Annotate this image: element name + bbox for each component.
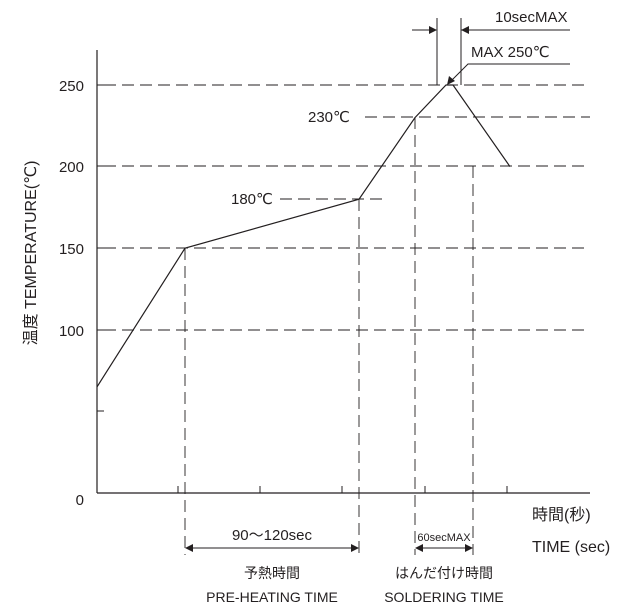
peak-temp-leader xyxy=(448,63,570,84)
solder-label-en: SOLDERING TIME xyxy=(384,589,504,605)
y-axis-title: 温度 TEMPERATURE(℃) xyxy=(22,161,40,346)
y-tick-label: 0 xyxy=(76,492,84,509)
solder-duration-label: 60secMAX xyxy=(417,532,471,544)
x-axis-title-ja: 時間(秒) xyxy=(532,506,591,524)
series-line xyxy=(96,84,511,388)
preheat-label-en: PRE-HEATING TIME xyxy=(206,589,338,605)
temp-180-label: 180℃ xyxy=(231,191,273,208)
preheat-label-ja: 予熱時間 xyxy=(244,565,300,581)
peak-temp-label: MAX 250℃ xyxy=(471,44,550,61)
y-tick-label: 100 xyxy=(59,323,84,340)
y-tick-label: 250 xyxy=(59,78,84,95)
x-axis-title-en: TIME (sec) xyxy=(532,539,610,556)
temp-230-label: 230℃ xyxy=(308,109,350,126)
solder-label-ja: はんだ付け時間 xyxy=(395,565,493,581)
y-tick-label: 200 xyxy=(59,159,84,176)
peak-duration-label: 10secMAX xyxy=(495,9,568,26)
y-tick-label: 150 xyxy=(59,241,84,258)
peak-temp-arrowhead xyxy=(447,76,455,85)
preheat-duration-label: 90〜120sec xyxy=(232,527,313,544)
